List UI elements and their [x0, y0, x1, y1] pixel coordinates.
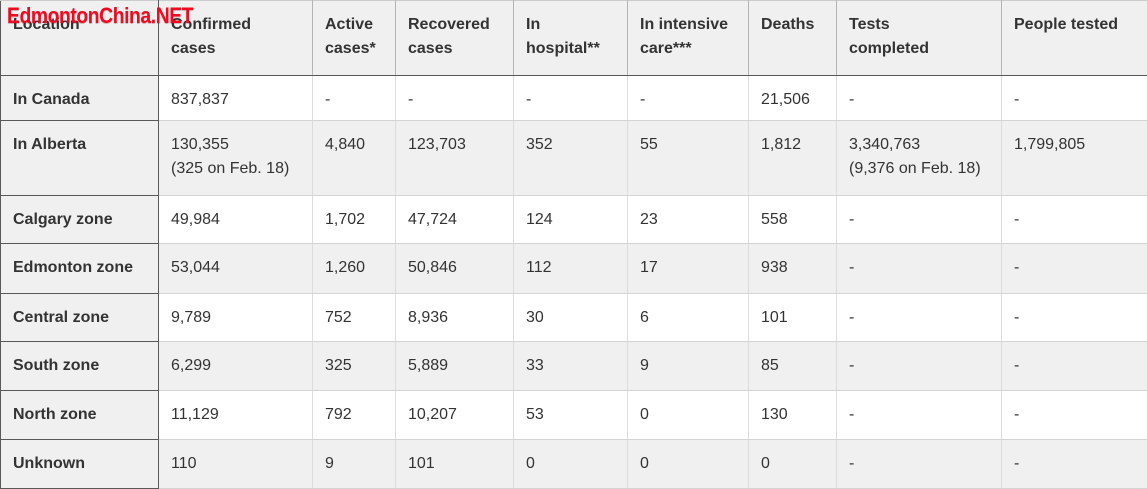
cell-confirmed: 11,129: [159, 391, 313, 440]
cell-tests: -: [837, 244, 1002, 294]
cell-icu: 0: [628, 440, 749, 489]
cell-confirmed: 837,837: [159, 76, 313, 121]
col-header-tests-completed: Tests completed: [837, 1, 1002, 76]
cell-confirmed: 130,355 (325 on Feb. 18): [159, 121, 313, 196]
cell-confirmed: 9,789: [159, 294, 313, 342]
row-header-north-zone: North zone: [1, 391, 159, 440]
cell-recovered: 50,846: [396, 244, 514, 294]
row-header-south-zone: South zone: [1, 342, 159, 391]
cell-tests: -: [837, 342, 1002, 391]
cell-icu: 0: [628, 391, 749, 440]
cell-icu: -: [628, 76, 749, 121]
cell-people-tested: 1,799,805: [1002, 121, 1147, 196]
cell-hospital: 124: [514, 196, 628, 244]
col-header-active-cases: Active cases*: [313, 1, 396, 76]
cell-deaths: 85: [749, 342, 837, 391]
cell-people-tested: -: [1002, 244, 1147, 294]
table-row-unknown: Unknown 110 9 101 0 0 0 - -: [1, 440, 1147, 489]
cell-hospital: -: [514, 76, 628, 121]
cell-people-tested: -: [1002, 342, 1147, 391]
cell-hospital: 112: [514, 244, 628, 294]
cell-recovered: 123,703: [396, 121, 514, 196]
cell-active: 325: [313, 342, 396, 391]
row-header-edmonton-zone: Edmonton zone: [1, 244, 159, 294]
cell-hospital: 53: [514, 391, 628, 440]
table-row-north-zone: North zone 11,129 792 10,207 53 0 130 - …: [1, 391, 1147, 440]
row-header-calgary-zone: Calgary zone: [1, 196, 159, 244]
cell-deaths: 938: [749, 244, 837, 294]
cell-icu: 23: [628, 196, 749, 244]
cell-deaths: 130: [749, 391, 837, 440]
cell-recovered: 47,724: [396, 196, 514, 244]
cell-deaths: 1,812: [749, 121, 837, 196]
cell-deaths: 101: [749, 294, 837, 342]
cell-tests: -: [837, 294, 1002, 342]
cell-hospital: 0: [514, 440, 628, 489]
table-row-canada: In Canada 837,837 - - - - 21,506 - -: [1, 76, 1147, 121]
cell-people-tested: -: [1002, 440, 1147, 489]
watermark-logo: EdmontonChina.NET: [7, 3, 193, 29]
cell-icu: 6: [628, 294, 749, 342]
cell-active: 752: [313, 294, 396, 342]
cell-deaths: 558: [749, 196, 837, 244]
cell-tests: 3,340,763 (9,376 on Feb. 18): [837, 121, 1002, 196]
row-header-alberta: In Alberta: [1, 121, 159, 196]
cell-tests: -: [837, 391, 1002, 440]
cell-recovered: 5,889: [396, 342, 514, 391]
cell-recovered: 8,936: [396, 294, 514, 342]
cell-active: 792: [313, 391, 396, 440]
cell-recovered: 101: [396, 440, 514, 489]
col-header-deaths: Deaths: [749, 1, 837, 76]
row-header-central-zone: Central zone: [1, 294, 159, 342]
cell-hospital: 352: [514, 121, 628, 196]
cell-deaths: 0: [749, 440, 837, 489]
cell-people-tested: -: [1002, 196, 1147, 244]
col-header-people-tested: People tested: [1002, 1, 1147, 76]
cell-confirmed: 49,984: [159, 196, 313, 244]
col-header-in-hospital: In hospital**: [514, 1, 628, 76]
cell-confirmed: 110: [159, 440, 313, 489]
cell-tests: -: [837, 76, 1002, 121]
cell-active: 4,840: [313, 121, 396, 196]
cell-icu: 9: [628, 342, 749, 391]
cell-active: -: [313, 76, 396, 121]
table-row-edmonton-zone: Edmonton zone 53,044 1,260 50,846 112 17…: [1, 244, 1147, 294]
cell-confirmed: 6,299: [159, 342, 313, 391]
cell-icu: 17: [628, 244, 749, 294]
cell-recovered: -: [396, 76, 514, 121]
col-header-in-intensive-care: In intensive care***: [628, 1, 749, 76]
cell-people-tested: -: [1002, 294, 1147, 342]
cell-confirmed: 53,044: [159, 244, 313, 294]
table-row-calgary-zone: Calgary zone 49,984 1,702 47,724 124 23 …: [1, 196, 1147, 244]
row-header-unknown: Unknown: [1, 440, 159, 489]
table-row-central-zone: Central zone 9,789 752 8,936 30 6 101 - …: [1, 294, 1147, 342]
cell-hospital: 33: [514, 342, 628, 391]
cell-tests: -: [837, 196, 1002, 244]
cell-tests: -: [837, 440, 1002, 489]
cell-active: 9: [313, 440, 396, 489]
table-row-alberta: In Alberta 130,355 (325 on Feb. 18) 4,84…: [1, 121, 1147, 196]
col-header-recovered-cases: Recovered cases: [396, 1, 514, 76]
table-row-south-zone: South zone 6,299 325 5,889 33 9 85 - -: [1, 342, 1147, 391]
cell-recovered: 10,207: [396, 391, 514, 440]
cell-hospital: 30: [514, 294, 628, 342]
row-header-canada: In Canada: [1, 76, 159, 121]
cell-icu: 55: [628, 121, 749, 196]
cell-deaths: 21,506: [749, 76, 837, 121]
cell-active: 1,702: [313, 196, 396, 244]
cell-active: 1,260: [313, 244, 396, 294]
cell-people-tested: -: [1002, 76, 1147, 121]
cell-people-tested: -: [1002, 391, 1147, 440]
